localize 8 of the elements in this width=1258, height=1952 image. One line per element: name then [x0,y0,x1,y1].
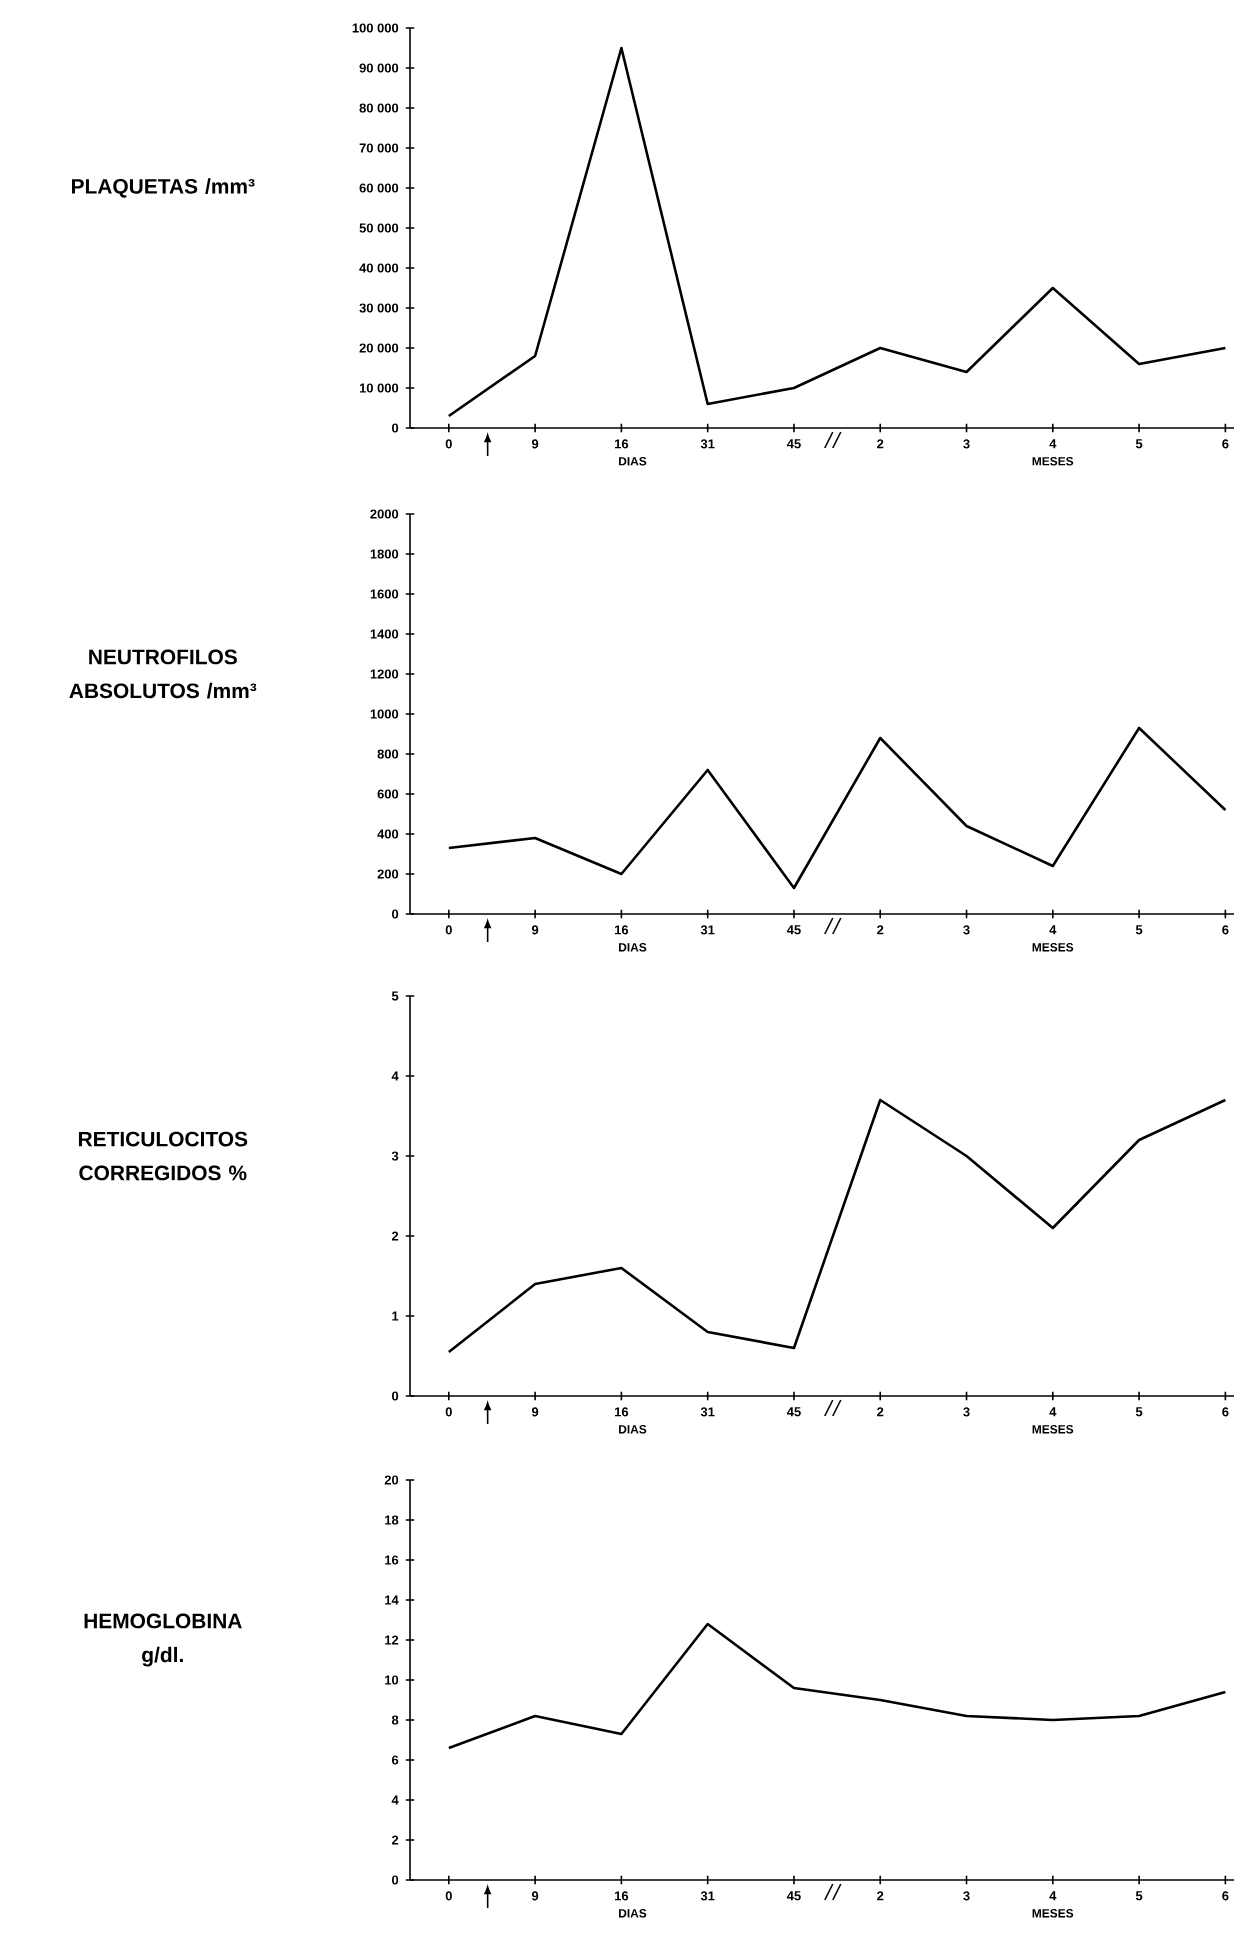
line-series [447,726,1227,890]
y-axis-title: HEMOGLOBINA g/dl. [84,1613,242,1667]
line-series [447,46,1227,418]
y-axis-title: RETICULOCITOS CORREGIDOS % [78,1131,248,1181]
line-series [447,1098,1227,1354]
line-series [447,1622,1227,1750]
y-axis-title: PLAQUETAS /mm³ [71,178,255,198]
y-axis-title: NEUTROFILOS ABSOLUTOS /mm³ [69,649,257,699]
